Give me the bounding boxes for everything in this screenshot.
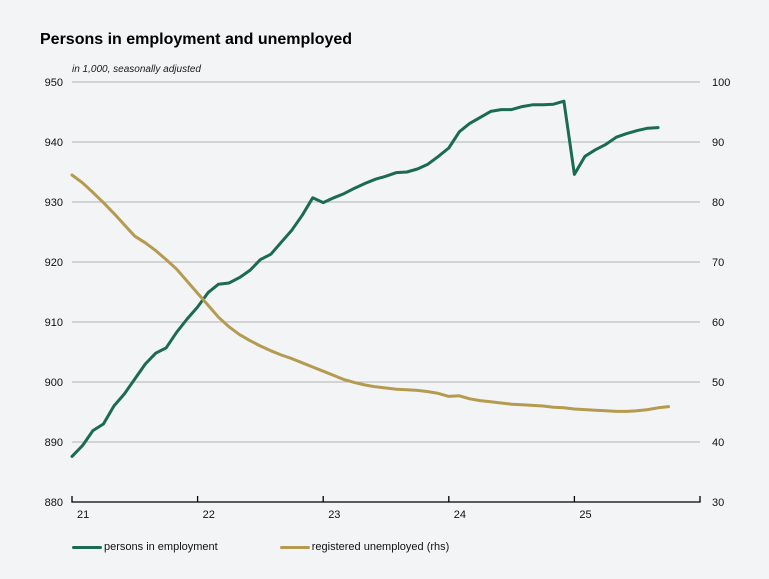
svg-text:23: 23 <box>328 509 340 521</box>
legend-label-employment: persons in employment <box>104 541 218 553</box>
svg-text:950: 950 <box>45 77 63 89</box>
chart-subtitle: in 1,000, seasonally adjusted <box>72 64 201 75</box>
svg-text:940: 940 <box>45 137 63 149</box>
svg-text:70: 70 <box>712 257 724 269</box>
legend-label-unemployed: registered unemployed (rhs) <box>311 541 450 553</box>
svg-text:30: 30 <box>712 497 724 509</box>
chart-legend: persons in employment registered unemplo… <box>72 541 449 553</box>
page-title: Persons in employment and unemployed <box>40 30 353 48</box>
svg-text:880: 880 <box>45 497 63 509</box>
svg-text:930: 930 <box>45 197 63 209</box>
svg-text:24: 24 <box>454 509 466 521</box>
svg-text:21: 21 <box>77 509 89 521</box>
svg-text:920: 920 <box>45 257 63 269</box>
svg-text:90: 90 <box>712 137 724 149</box>
svg-text:900: 900 <box>45 377 63 389</box>
svg-text:100: 100 <box>712 77 730 89</box>
svg-text:40: 40 <box>712 437 724 449</box>
unemployed-line-swatch-icon <box>279 545 310 549</box>
svg-text:80: 80 <box>712 197 724 209</box>
employment-line-swatch-icon <box>72 545 102 549</box>
svg-text:890: 890 <box>45 437 63 449</box>
svg-text:25: 25 <box>579 509 591 521</box>
svg-text:50: 50 <box>712 377 724 389</box>
legend-item-unemployed: registered unemployed (rhs) <box>279 541 450 553</box>
svg-text:910: 910 <box>45 317 63 329</box>
legend-item-employment: persons in employment <box>72 541 218 553</box>
svg-text:22: 22 <box>203 509 215 521</box>
svg-text:60: 60 <box>712 317 724 329</box>
